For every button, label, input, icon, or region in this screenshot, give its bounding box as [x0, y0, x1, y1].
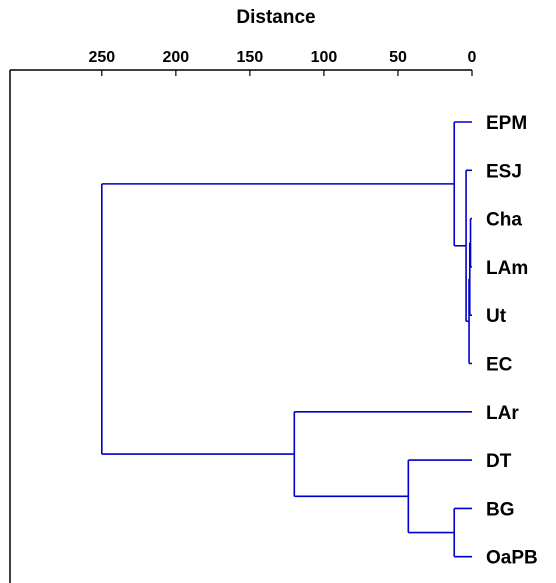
- x-tick-label: 50: [389, 49, 407, 66]
- leaf-label: Ut: [486, 306, 507, 327]
- leaf-labels: EPM ESJ Cha LAm Ut EC LAr DT BG OaPB: [486, 113, 538, 569]
- dendrogram-links: [101, 121, 472, 558]
- leaf-label: EC: [486, 355, 513, 376]
- leaf-label: LAr: [486, 403, 519, 424]
- leaf-label: Cha: [486, 210, 522, 231]
- leaf-label: BG: [486, 499, 515, 520]
- x-tick-label: 0: [468, 49, 477, 66]
- axis-title: Distance: [236, 7, 315, 28]
- x-tick-label: 150: [237, 49, 264, 66]
- leaf-label: LAm: [486, 258, 528, 279]
- leaf-label: OaPB: [486, 548, 538, 569]
- x-tick-label: 100: [311, 49, 338, 66]
- x-axis: 250 200 150 100 50 0: [9, 49, 477, 583]
- x-tick-label: 250: [88, 49, 115, 66]
- x-tick-label: 200: [162, 49, 189, 66]
- leaf-label: ESJ: [486, 161, 522, 182]
- leaf-label: DT: [486, 451, 512, 472]
- leaf-label: EPM: [486, 113, 527, 134]
